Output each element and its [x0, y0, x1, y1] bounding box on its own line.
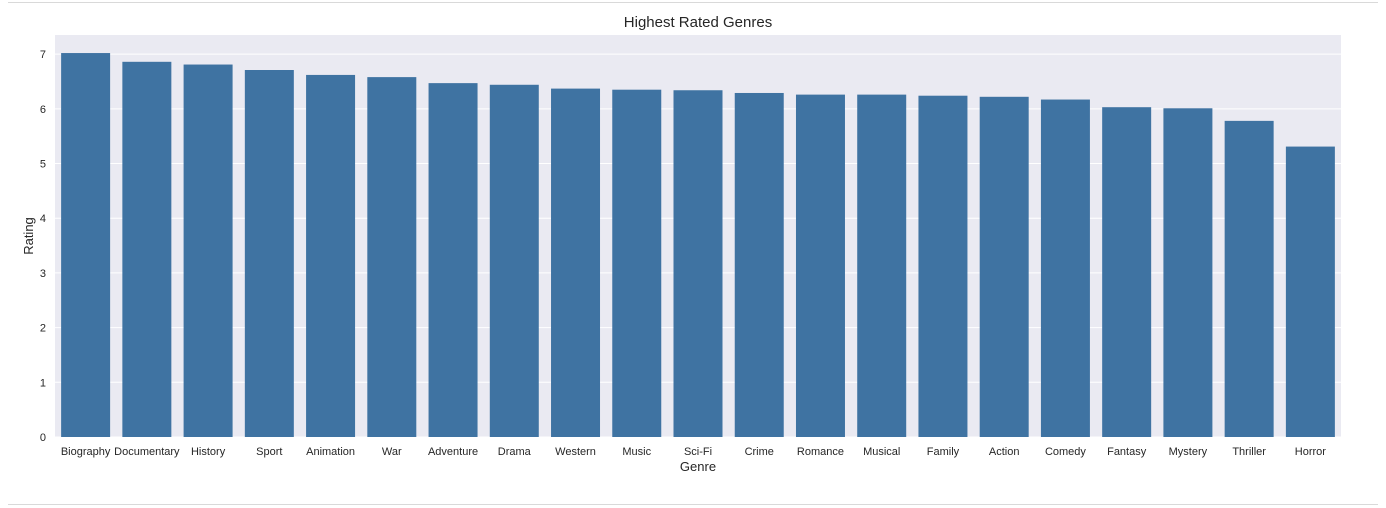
- bar-sci-fi: [673, 90, 723, 437]
- y-tick-label: 4: [40, 213, 46, 225]
- bar-musical: [857, 94, 907, 437]
- y-tick-label: 3: [40, 268, 46, 280]
- y-tick-labels: 0 1 2 3 4 5 6 7: [40, 49, 46, 444]
- bar-crime: [734, 92, 784, 437]
- y-tick-label: 0: [40, 432, 46, 444]
- x-tick-label: Action: [989, 446, 1020, 458]
- bar-fantasy: [1102, 107, 1152, 437]
- bar-biography: [61, 53, 111, 437]
- x-tick-label: Biography: [61, 446, 111, 458]
- x-axis-label: Genre: [680, 459, 716, 474]
- x-tick-label: Sci-Fi: [684, 446, 712, 458]
- bar-comedy: [1040, 99, 1090, 438]
- bar-documentary: [122, 61, 172, 438]
- x-tick-label: Music: [622, 446, 651, 458]
- bar-drama: [489, 84, 539, 438]
- bar-action: [979, 96, 1029, 438]
- y-tick-label: 1: [40, 377, 46, 389]
- y-tick-label: 5: [40, 159, 46, 171]
- bars: [61, 53, 1335, 438]
- y-tick-label: 6: [40, 104, 46, 116]
- bar-thriller: [1224, 120, 1274, 437]
- x-tick-label: Musical: [863, 446, 900, 458]
- bar-animation: [306, 74, 356, 438]
- x-tick-label: Crime: [745, 446, 774, 458]
- x-tick-label: Documentary: [114, 446, 180, 458]
- bar-family: [918, 95, 968, 437]
- chart-title: Highest Rated Genres: [624, 14, 772, 31]
- bar-romance: [795, 94, 845, 437]
- x-tick-label: Thriller: [1232, 446, 1266, 458]
- x-tick-labels: Biography Documentary History Sport Animatio…: [61, 446, 1326, 458]
- y-tick-label: 2: [40, 323, 46, 335]
- bar-mystery: [1163, 108, 1213, 437]
- x-tick-label: Fantasy: [1107, 446, 1147, 458]
- x-tick-label: History: [191, 446, 226, 458]
- x-tick-label: Horror: [1295, 446, 1327, 458]
- bar-sport: [244, 70, 294, 437]
- x-tick-label: Mystery: [1169, 446, 1208, 458]
- x-tick-label: Adventure: [428, 446, 478, 458]
- bar-music: [612, 89, 662, 437]
- x-tick-label: Sport: [256, 446, 282, 458]
- x-tick-label: War: [382, 446, 402, 458]
- x-tick-label: Romance: [797, 446, 844, 458]
- y-axis-label: Rating: [21, 217, 36, 255]
- bar-western: [551, 88, 601, 437]
- x-tick-label: Comedy: [1045, 446, 1086, 458]
- bar-horror: [1285, 146, 1335, 438]
- frame-bottom-border: [8, 504, 1378, 508]
- x-tick-label: Family: [927, 446, 960, 458]
- bar-adventure: [428, 83, 478, 437]
- bar-war: [367, 77, 417, 437]
- y-tick-label: 7: [40, 49, 46, 61]
- x-tick-label: Animation: [306, 446, 355, 458]
- x-tick-label: Western: [555, 446, 596, 458]
- frame-top-border: [8, 0, 1378, 3]
- bar-history: [183, 64, 233, 437]
- x-tick-label: Drama: [498, 446, 532, 458]
